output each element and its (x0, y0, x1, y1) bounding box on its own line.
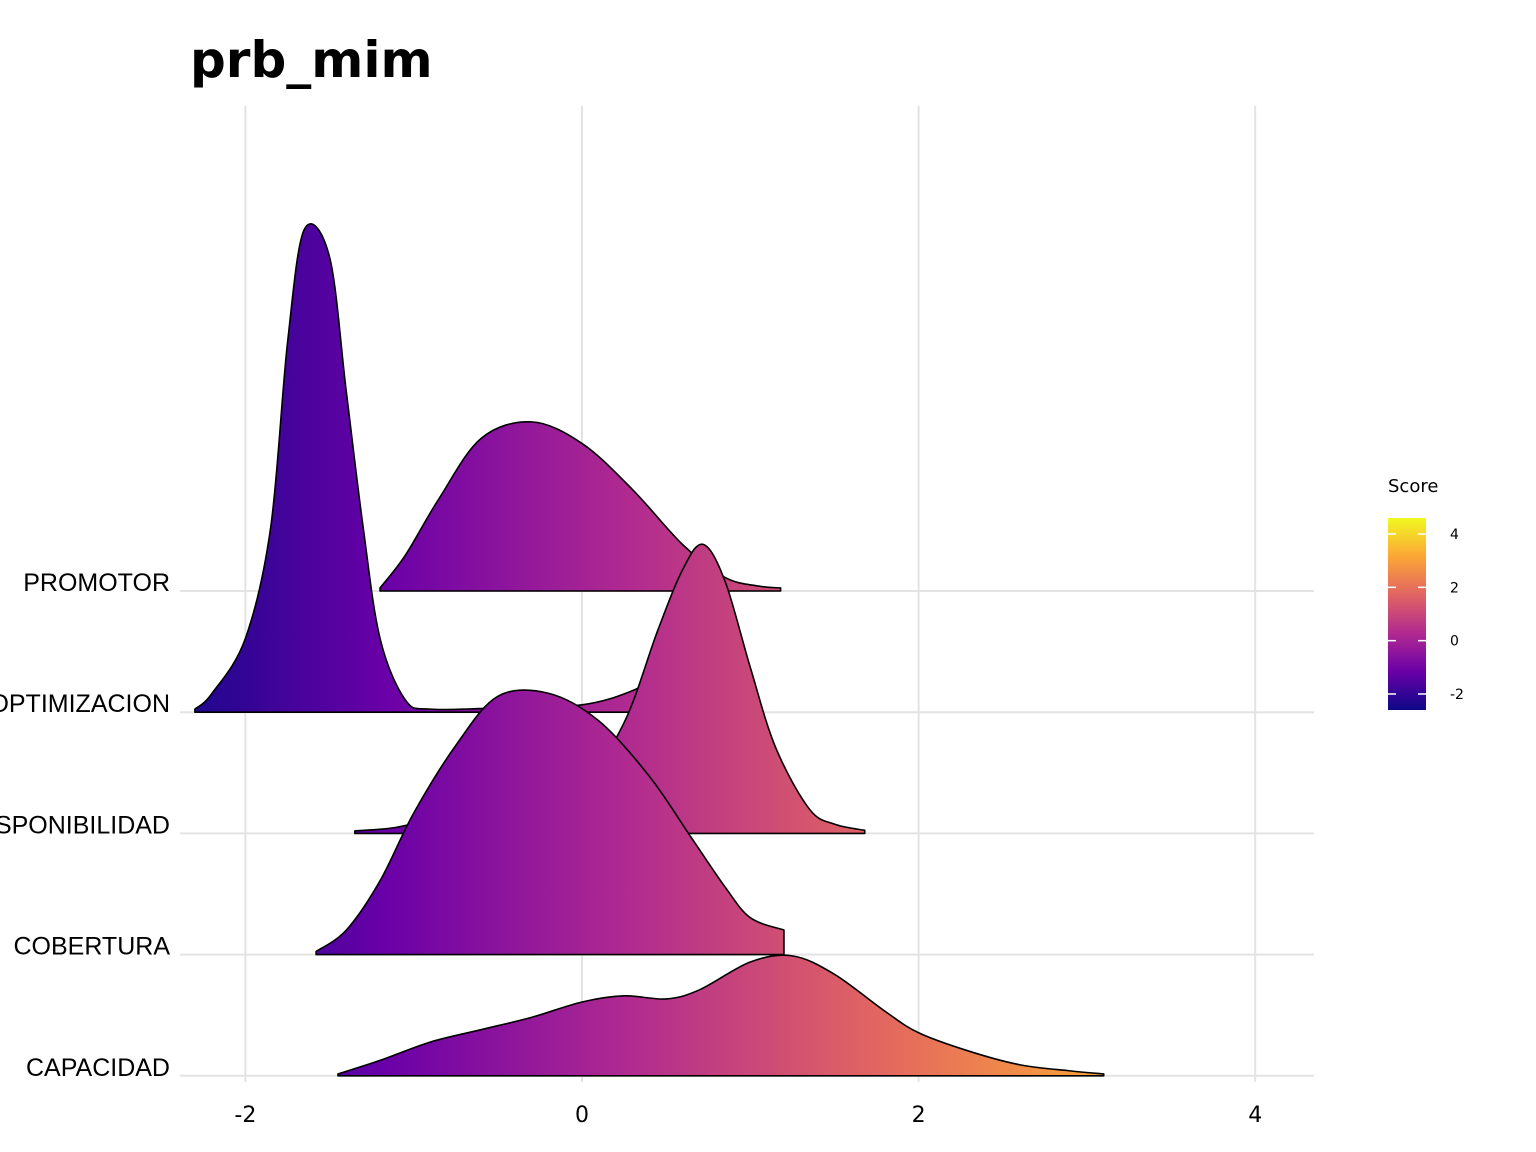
x-tick-label: 4 (1248, 1103, 1262, 1128)
y-tick-label: CAPACIDAD (26, 1054, 170, 1082)
ridge-promotor (379, 421, 782, 592)
x-tick-label: 0 (575, 1103, 589, 1128)
x-axis-labels: -2 0 2 4 (234, 1103, 1262, 1128)
legend-tick-label: 2 (1450, 580, 1459, 596)
legend-tick-label: -2 (1450, 687, 1464, 703)
y-tick-label: COBERTURA (13, 933, 170, 961)
ridge-capacidad (337, 954, 1105, 1077)
legend-tick-label: 4 (1450, 527, 1459, 543)
ridges (194, 223, 1105, 1077)
legend-colorbar (1388, 518, 1426, 710)
x-tick-label: -2 (234, 1103, 256, 1128)
chart-title: prb_mim (190, 31, 433, 89)
legend-tick-label: 0 (1450, 634, 1459, 650)
ridge-cobertura (315, 689, 785, 956)
legend: Score 4 2 0 -2 (1388, 476, 1464, 710)
legend-title: Score (1388, 476, 1438, 497)
y-axis-labels: PROMOTOR OPTIMIZACION DISPONIBILIDAD COBERT… (0, 569, 170, 1082)
x-tick-label: 2 (912, 1103, 926, 1128)
y-tick-label: DISPONIBILIDAD (0, 811, 170, 839)
y-tick-label: PROMOTOR (23, 569, 170, 597)
legend-ticks: 4 2 0 -2 (1388, 527, 1464, 703)
y-tick-label: OPTIMIZACION (0, 690, 170, 718)
